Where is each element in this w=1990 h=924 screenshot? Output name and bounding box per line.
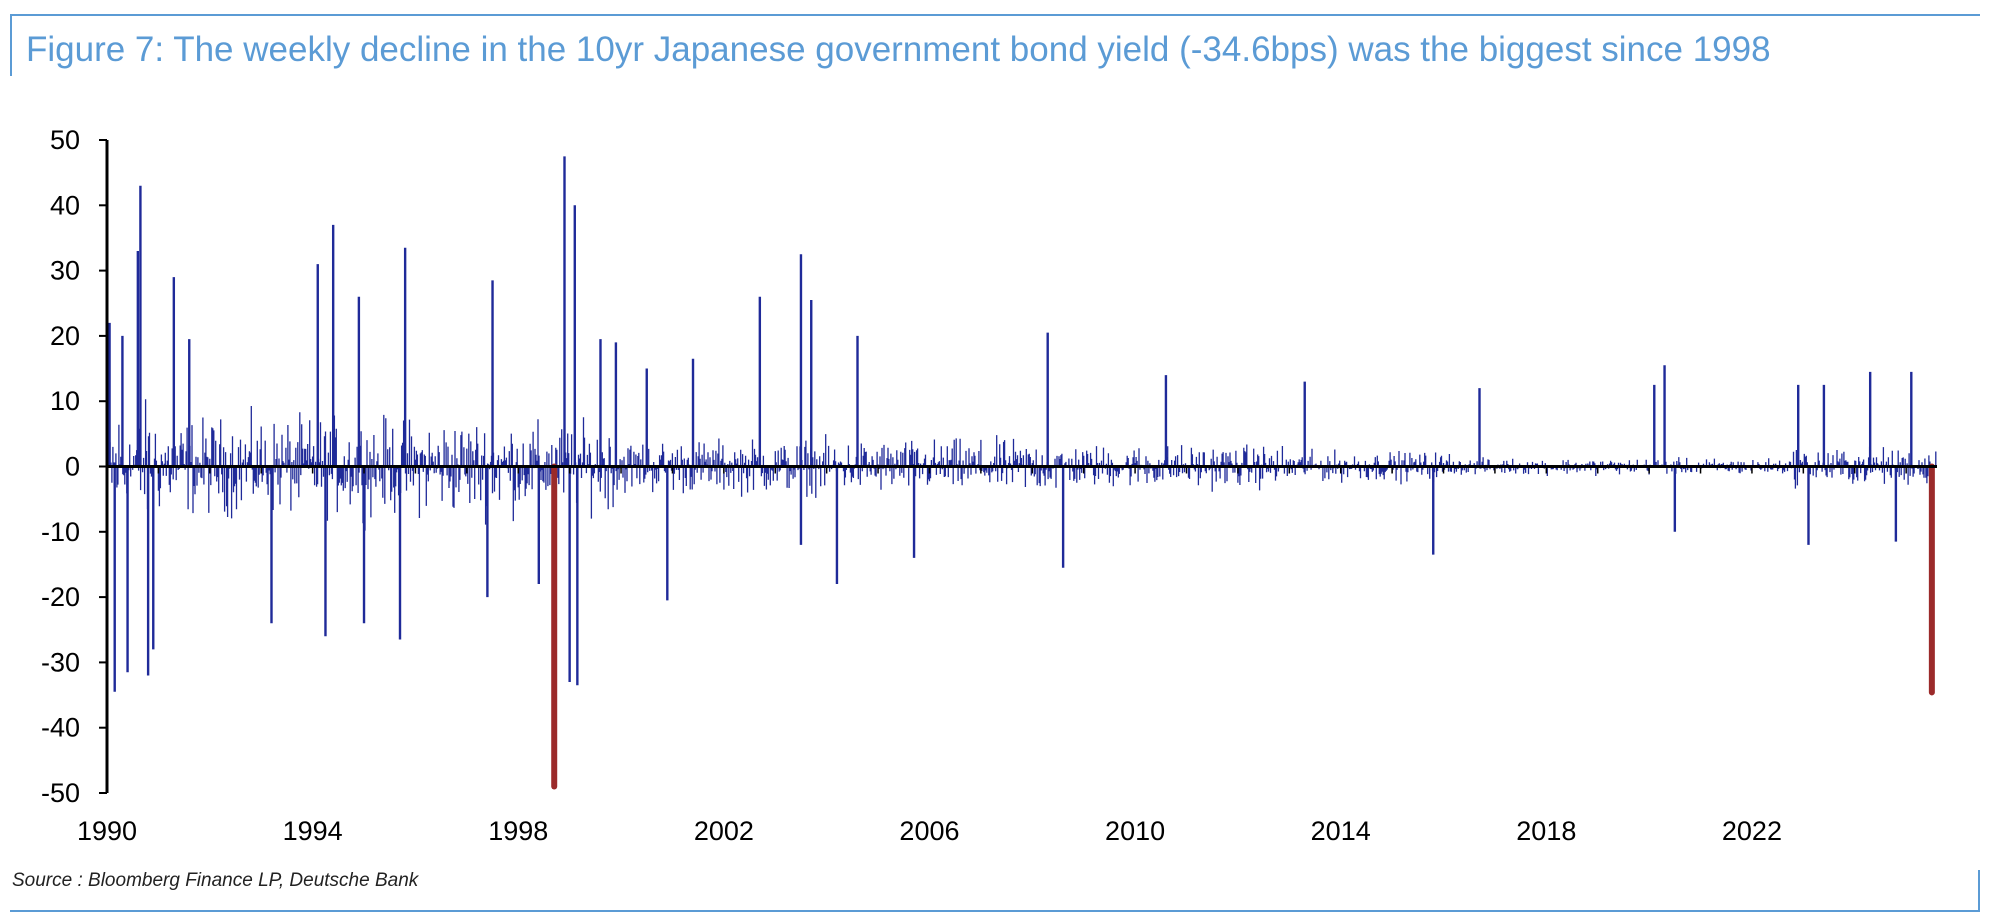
y-tick-label: 0	[65, 452, 80, 482]
bars-group	[106, 156, 1937, 692]
frame-top-rule	[10, 14, 1980, 16]
weekly-change-bars	[106, 399, 1937, 531]
axes-group	[105, 140, 1937, 793]
highlight-bars-group	[551, 463, 1935, 790]
frame-bottom-rule	[10, 910, 1980, 912]
x-tick-label: 2018	[1516, 816, 1576, 846]
x-ticks-group: 1990 1994 1998 2002 2006 2010 2014 2018 2022	[77, 466, 1907, 846]
y-tick-label: -40	[41, 713, 80, 743]
x-tick-label: 2022	[1722, 816, 1782, 846]
frame-right-rule	[1978, 870, 1980, 910]
y-tick-label: 50	[50, 125, 80, 155]
x-tick-label: 1994	[283, 816, 343, 846]
y-tick-label: 30	[50, 256, 80, 286]
y-tick-label: -30	[41, 647, 80, 677]
y-tick-label: 10	[50, 386, 80, 416]
x-tick-label: 2006	[899, 816, 959, 846]
y-tick-label: 40	[50, 190, 80, 220]
y-tick-label: 20	[50, 321, 80, 351]
source-note: Source : Bloomberg Finance LP, Deutsche …	[12, 870, 419, 891]
frame-left-rule	[10, 14, 12, 76]
y-tick-label: -50	[41, 778, 80, 808]
y-tick-label: -20	[41, 582, 80, 612]
x-tick-label: 2002	[694, 816, 754, 846]
chart-title: Figure 7: The weekly decline in the 10yr…	[26, 30, 1771, 69]
x-tick-label: 2010	[1105, 816, 1165, 846]
x-tick-label: 1990	[77, 816, 137, 846]
y-tick-label: -10	[41, 517, 80, 547]
x-tick-label: 2014	[1311, 816, 1371, 846]
y-ticks-group: 50 40 30 20 10 0 -10 -20 -30 -40 -50	[41, 125, 107, 808]
x-tick-label: 1998	[488, 816, 548, 846]
